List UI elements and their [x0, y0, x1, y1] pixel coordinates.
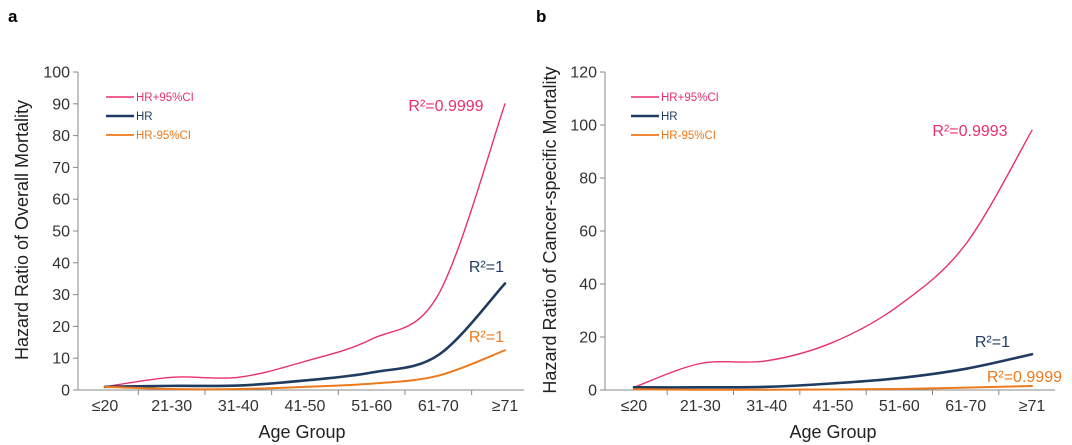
y-tick-label: 60 [579, 224, 597, 241]
series-line-hr-95-ci [104, 349, 506, 391]
y-tick-label: 20 [579, 330, 597, 347]
x-axis-title-b: Age Group [789, 422, 876, 442]
y-tick-label: 20 [52, 319, 70, 336]
x-tick-label: 51-60 [351, 398, 392, 415]
r2-annotation: R²=1 [975, 334, 1010, 351]
series-lines-a [103, 103, 507, 391]
r2-labels-b: R²=0.9993 R²=1 R²=0.9999 [932, 123, 1062, 386]
y-axis-title-a: Hazard Ratio of Overall Mortality [12, 100, 32, 360]
x-tick-label: 21-30 [680, 398, 721, 415]
y-tick-label: 40 [52, 255, 70, 272]
x-tick-label: 31-40 [218, 398, 259, 415]
legend-b: HR+95%CI HR HR-95%CI [631, 92, 719, 142]
legend-label: HR-95%CI [661, 130, 716, 142]
series-lines-b [632, 129, 1034, 391]
panel-label-b: b [536, 7, 546, 26]
y-tick-label: 120 [570, 65, 597, 82]
y-tick-label: 60 [52, 192, 70, 209]
chart-panel-a: a Hazard Ratio of Overall Mortality Age … [8, 7, 524, 442]
legend-label: HR-95%CI [136, 130, 191, 142]
y-tick-label: 10 [52, 351, 70, 368]
legend-label: HR+95%CI [661, 92, 719, 104]
r2-annotation: R²=0.9993 [932, 123, 1007, 140]
legend-label: HR [136, 111, 153, 123]
x-tick-label: 41-50 [285, 398, 326, 415]
series-line-hr [632, 352, 1034, 389]
x-tick-label: 61-70 [945, 398, 986, 415]
r2-annotation: R²=1 [469, 329, 504, 346]
y-tick-label: 90 [52, 96, 70, 113]
y-tick-label: 0 [588, 383, 597, 400]
series-line-hr-95-ci [104, 103, 506, 388]
y-tick-label: 70 [52, 160, 70, 177]
x-tick-label: 31-40 [746, 398, 787, 415]
y-tick-label: 100 [570, 118, 597, 135]
y-tick-label: 0 [61, 383, 70, 400]
x-tick-label: 41-50 [813, 398, 854, 415]
legend-label: HR+95%CI [136, 92, 194, 104]
x-tick-label: ≥71 [492, 398, 519, 415]
x-axis-title-a: Age Group [258, 422, 345, 442]
x-tick-label: 21-30 [151, 398, 192, 415]
y-tick-label: 100 [43, 65, 70, 82]
y-tick-label: 50 [52, 224, 70, 241]
y-axis-a: 0 10 20 30 40 50 60 70 80 90 100 [43, 65, 79, 400]
x-axis-b: ≤20 21-30 31-40 41-50 51-60 61-70 ≥71 [605, 389, 1055, 415]
series-line-hr [103, 282, 507, 389]
r2-labels-a: R²=0.9999 R²=1 R²=1 [408, 98, 504, 346]
x-tick-label: 61-70 [418, 398, 459, 415]
r2-annotation: R²=0.9999 [987, 369, 1062, 386]
x-tick-label: ≥71 [1019, 398, 1046, 415]
chart-panel-b: b Hazard Ratio of Cancer-specific Mortal… [536, 7, 1062, 442]
x-axis-a: ≤20 21-30 31-40 41-50 51-60 61-70 ≥71 [78, 389, 524, 415]
y-axis-title-b: Hazard Ratio of Cancer-specific Mortalit… [540, 66, 560, 393]
panel-label-a: a [8, 7, 18, 26]
x-tick-label: ≤20 [92, 398, 119, 415]
y-tick-label: 40 [579, 277, 597, 294]
y-tick-label: 30 [52, 287, 70, 304]
legend-a: HR+95%CI HR HR-95%CI [106, 92, 194, 142]
x-tick-label: 51-60 [879, 398, 920, 415]
x-tick-label: ≤20 [621, 398, 648, 415]
r2-annotation: R²=1 [469, 259, 504, 276]
y-tick-label: 80 [579, 171, 597, 188]
series-line-hr-95-ci [633, 129, 1033, 389]
legend-label: HR [661, 111, 678, 123]
y-tick-label: 80 [52, 128, 70, 145]
r2-annotation: R²=0.9999 [408, 98, 483, 115]
series-line-hr-95-ci [633, 385, 1033, 391]
y-axis-b: 0 20 40 60 80 100 120 [570, 65, 606, 400]
